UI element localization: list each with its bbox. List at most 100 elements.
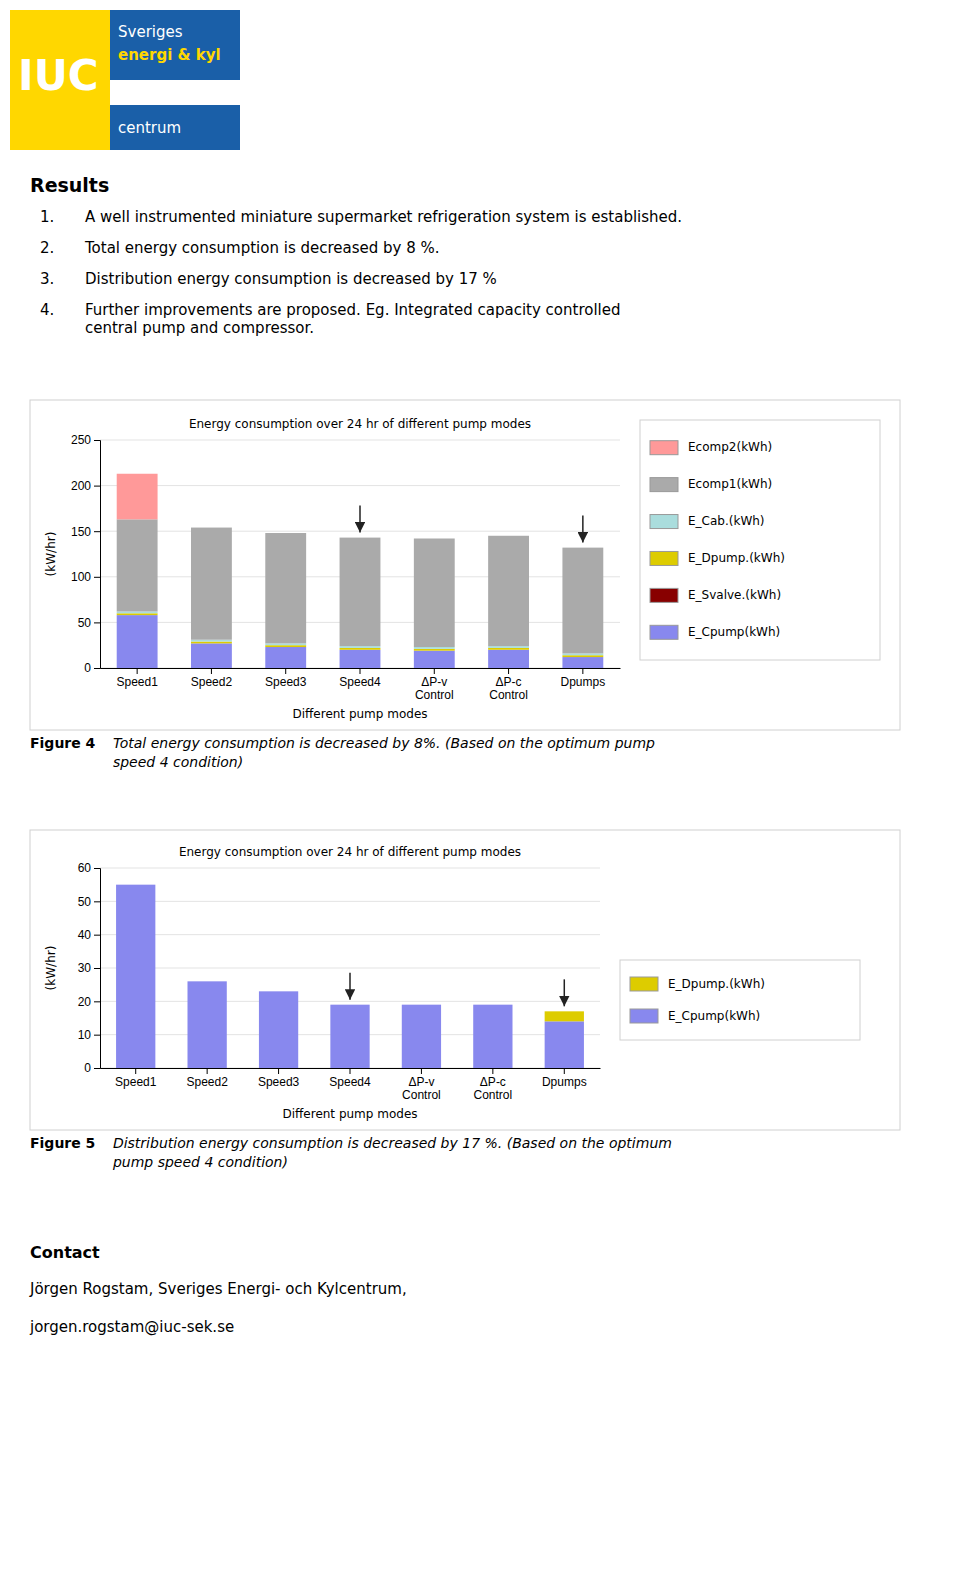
- tick: Speed1: [115, 1068, 157, 1089]
- logo-block: [110, 105, 240, 150]
- caption-text-line: pump speed 4 condition): [104, 1154, 288, 1170]
- tick-label: 10: [78, 1028, 92, 1042]
- bullet-text-line: Total energy consumption is decreased by…: [84, 239, 440, 257]
- legend-swatch: [650, 625, 678, 639]
- bar: [117, 613, 158, 615]
- caption-text: Total energy consumption is decreased by…: [104, 735, 655, 770]
- tick: 250: [71, 433, 100, 447]
- chart: 0102030405060Speed1Speed2Speed3Speed4ΔP-…: [30, 830, 900, 1130]
- tick-label-line: Speed1: [115, 1075, 157, 1089]
- tick-label-line: Dpumps: [542, 1075, 587, 1089]
- x-axis: Speed1Speed2Speed3Speed4ΔP-vControlΔP-cC…: [101, 1068, 601, 1102]
- bullet-text-line: central pump and compressor.: [85, 319, 314, 337]
- heading: Results: [30, 174, 109, 196]
- bar: [562, 653, 603, 655]
- tick-label: 150: [71, 525, 91, 539]
- legend-item: E_Dpump.(kWh): [650, 551, 785, 566]
- legend-swatch: [650, 478, 678, 492]
- bar: [488, 535, 529, 536]
- legend-item: E_Svalve.(kWh): [650, 588, 781, 603]
- logo-block: [10, 10, 110, 150]
- tick-label: Speed4: [329, 1075, 371, 1089]
- tick: Dpumps: [542, 1068, 587, 1089]
- tick-mark: [94, 531, 100, 532]
- logo-text: IUC: [18, 51, 99, 100]
- annotation-arrow: [359, 506, 361, 533]
- legend-item: Ecomp1(kWh): [650, 477, 772, 492]
- bullet-text-line: Distribution energy consumption is decre…: [85, 270, 497, 288]
- tick-label: Dpumps: [542, 1075, 587, 1089]
- tick-label: Dpumps: [561, 675, 606, 689]
- bar: [545, 1021, 584, 1068]
- tick-mark: [94, 868, 100, 869]
- tick-mark: [137, 668, 138, 674]
- tick: ΔP-cControl: [489, 668, 528, 702]
- tick-label: 100: [71, 570, 91, 584]
- tick-mark: [94, 668, 100, 669]
- tick-label: Speed4: [339, 675, 381, 689]
- logo-text: Sveriges: [118, 23, 183, 41]
- tick: 60: [78, 861, 100, 875]
- logo: IUCSverigesenergi & kylcentrum: [10, 10, 240, 150]
- bar: [488, 646, 529, 648]
- bar: [265, 533, 306, 534]
- caption-label: Figure 5: [30, 1135, 95, 1151]
- tick-label-line: Control: [415, 688, 454, 702]
- tick-label-line: Speed4: [339, 675, 381, 689]
- contact-line: Jörgen Rogstam, Sveriges Energi- och Kyl…: [29, 1280, 407, 1298]
- grid: [100, 868, 600, 1068]
- captions: Figure 4 Total energy consumption is dec…: [30, 735, 672, 1170]
- tick-mark: [211, 668, 212, 674]
- legend-label: E_Cpump(kWh): [668, 1009, 760, 1023]
- tick-label: 40: [78, 928, 92, 942]
- bullet-text: A well instrumented miniature supermarke…: [85, 208, 682, 226]
- bar: [473, 1005, 512, 1068]
- tick-label: Speed1: [115, 1075, 157, 1089]
- tick-label: 50: [78, 895, 92, 909]
- bar: [265, 645, 306, 647]
- legend-swatch: [630, 977, 658, 991]
- bar: [402, 1005, 441, 1068]
- tick-label-line: Speed3: [258, 1075, 300, 1089]
- bar: [259, 991, 298, 992]
- tick-label: Speed1: [116, 675, 158, 689]
- tick: ΔP-cControl: [474, 1068, 513, 1102]
- contact-line: jorgen.rogstam@iuc-sek.se: [29, 1318, 234, 1336]
- tick-label: 60: [78, 861, 92, 875]
- tick-label-line: Speed1: [116, 675, 158, 689]
- tick: 10: [78, 1028, 100, 1042]
- logo-text: centrum: [118, 119, 181, 137]
- bar: [414, 649, 455, 651]
- tick-mark: [564, 1068, 565, 1074]
- tick-mark: [94, 968, 100, 969]
- bar-series: [117, 519, 604, 653]
- tick-label: ΔP-vControl: [415, 675, 454, 703]
- y-axis: 0102030405060: [78, 861, 101, 1075]
- annotation-arrow: [582, 516, 584, 543]
- bullet-number: 3.: [40, 270, 54, 288]
- grid-line: [100, 1001, 600, 1002]
- legend-swatch: [650, 588, 678, 602]
- legend-item: E_Cpump(kWh): [630, 1009, 760, 1024]
- legend-item: Ecomp2(kWh): [650, 440, 772, 455]
- legend-label: Ecomp1(kWh): [688, 477, 772, 491]
- bars: [116, 885, 584, 1068]
- tick: Speed3: [258, 1068, 300, 1089]
- x-axis: Speed1Speed2Speed3Speed4ΔP-vControlΔP-cC…: [101, 668, 621, 702]
- bullet-number: 4.: [40, 301, 54, 319]
- bullet-text-line: A well instrumented miniature supermarke…: [85, 208, 682, 226]
- bar: [340, 538, 381, 647]
- legend-item: E_Dpump.(kWh): [630, 977, 765, 992]
- legend: E_Dpump.(kWh) E_Cpump(kWh): [620, 960, 860, 1040]
- caption-label: Figure 4: [30, 735, 96, 751]
- tick: 40: [78, 928, 100, 942]
- tick-label: Speed3: [265, 675, 307, 689]
- bar: [340, 650, 381, 668]
- chart-title: Energy consumption over 24 hr of differe…: [189, 417, 531, 431]
- chart-frame: [30, 830, 900, 1130]
- bar: [188, 981, 227, 982]
- legend: Ecomp2(kWh)Ecomp1(kWh)E_Cab.(kWh)E_Dpump…: [640, 420, 880, 660]
- bar: [545, 1011, 584, 1021]
- bar: [488, 648, 529, 650]
- tick-label-line: Speed2: [186, 1075, 228, 1089]
